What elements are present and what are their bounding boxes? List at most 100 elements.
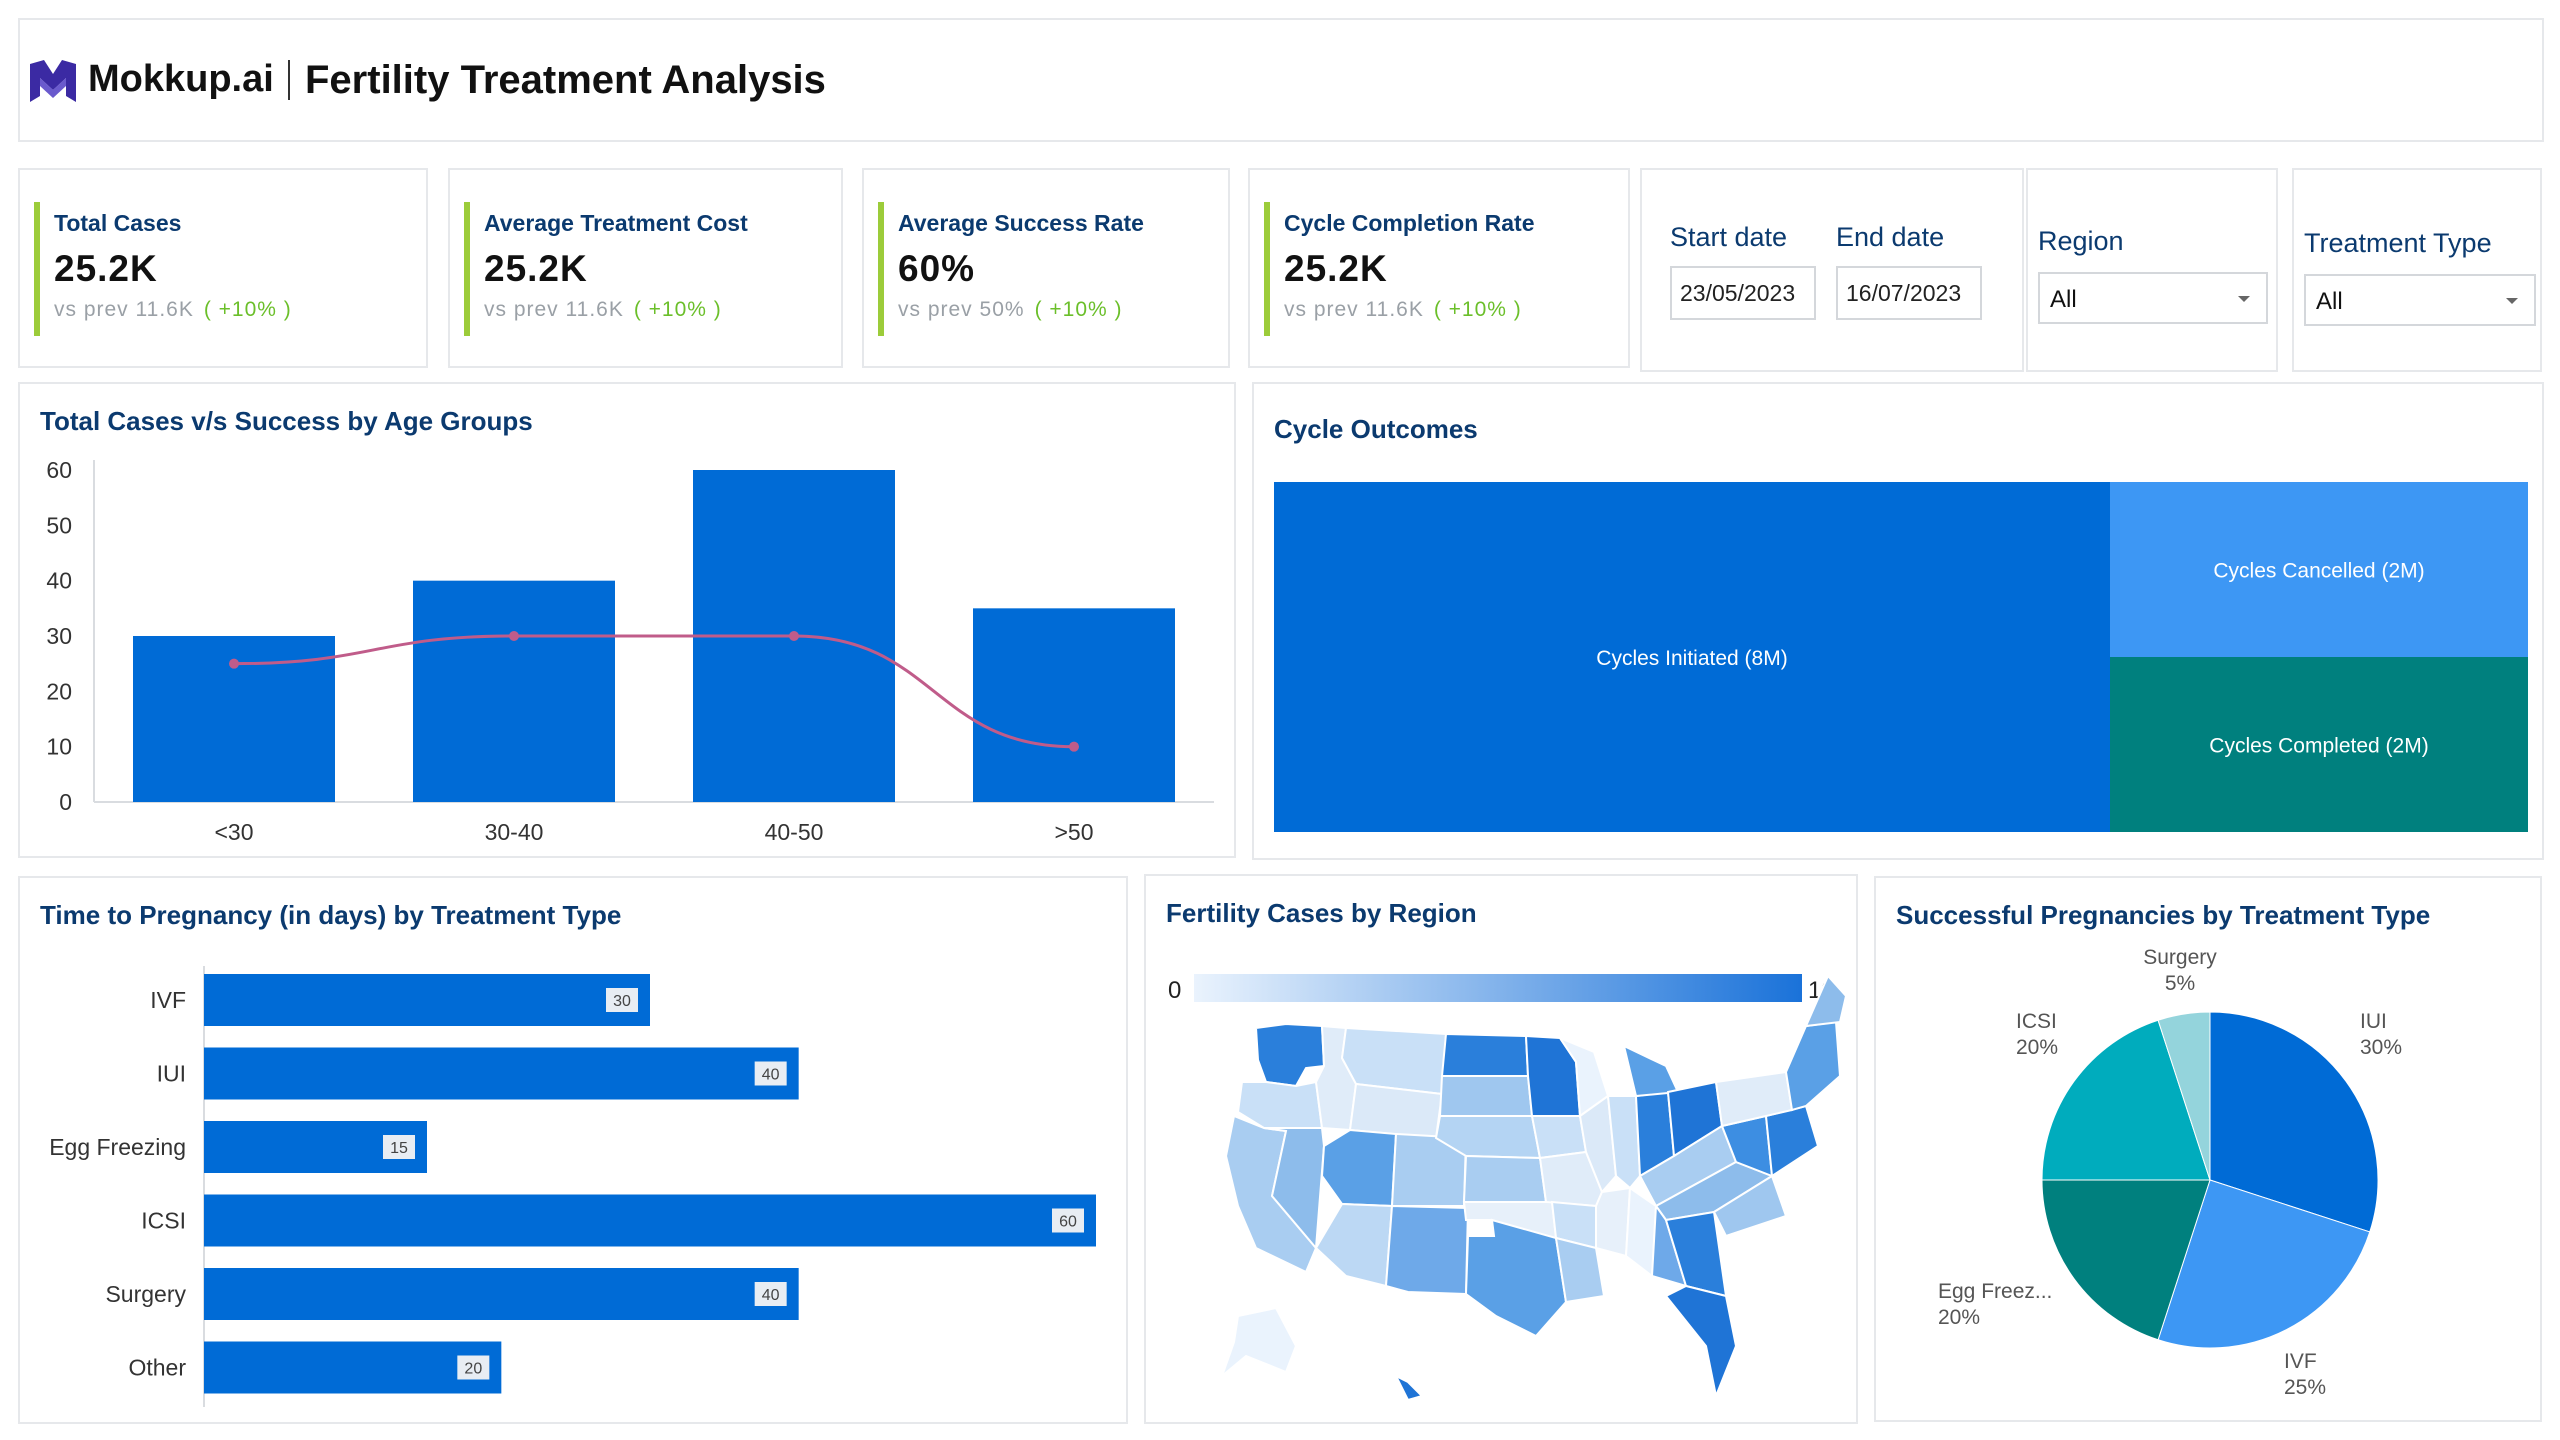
kpi-accent-bar (878, 202, 884, 336)
kpi-previous: vs prev 50% ( +10% ) (898, 298, 1123, 322)
x-tick-label: 30-40 (485, 819, 544, 845)
pie-label-name: IVF (2284, 1350, 2317, 1373)
category-label: IUI (157, 1061, 186, 1087)
kpi-change: ( +10% ) (633, 298, 722, 321)
chevron-down-icon (2238, 296, 2250, 302)
kpi-previous: vs prev 11.6K ( +10% ) (54, 298, 292, 322)
category-label: Egg Freezing (49, 1134, 186, 1160)
treemap-cell (1274, 482, 2110, 832)
y-tick-label: 20 (46, 678, 72, 704)
success-point (789, 631, 799, 641)
category-label: IVF (150, 987, 186, 1013)
data-label-bg (457, 1355, 490, 1380)
treemap-label: Cycles Cancelled (2M) (2213, 560, 2424, 583)
kpi-accent-bar (34, 202, 40, 336)
x-tick-label: <30 (214, 819, 253, 845)
kpi-previous: vs prev 11.6K ( +10% ) (484, 298, 722, 322)
kpi-accent-bar (1264, 202, 1270, 336)
chart-title: Total Cases v/s Success by Age Groups (40, 406, 533, 436)
pregnancies-pie-chart: IUI 30% IVF 25% Egg Freez... 20% ICSI 20% Surger… (1938, 946, 2402, 1399)
scale-min-label: 0 (1168, 977, 1181, 1004)
treatment-filter-panel: Treatment Type All (2292, 168, 2542, 372)
kpi-prev-text: vs prev 11.6K (484, 298, 624, 321)
kpi-prev-text: vs prev 11.6K (1284, 298, 1424, 321)
kpi-value: 60% (898, 248, 976, 289)
kpi-previous: vs prev 11.6K ( +10% ) (1284, 298, 1522, 322)
header-divider (288, 60, 290, 100)
kpi-value: 25.2K (54, 248, 158, 289)
kpi-card-cycle-completion-rate: Cycle Completion Rate 25.2K vs prev 11.6… (1248, 168, 1630, 368)
pie-label-name: Surgery (2143, 946, 2217, 969)
data-label: 20 (464, 1361, 482, 1378)
kpi-label: Average Treatment Cost (484, 210, 748, 236)
pie-slice-icsi (2041, 1019, 2211, 1181)
success-point (1069, 741, 1079, 752)
bar->50 (973, 608, 1175, 802)
treatment-selected-value: All (2316, 288, 2343, 315)
success-line (233, 634, 1075, 749)
y-tick-label: 30 (46, 623, 72, 649)
chevron-down-icon (2506, 298, 2518, 304)
data-label: 40 (762, 1287, 780, 1304)
data-label-bg (1052, 1208, 1084, 1233)
age-groups-chart: 0 10 20 30 40 50 60 <30 30-40 40-50 >50 (46, 457, 1214, 845)
age-groups-chart-panel: Total Cases v/s Success by Age Groups 0 1… (18, 382, 1236, 858)
kpi-value: 25.2K (1284, 248, 1388, 289)
y-tick-label: 0 (59, 789, 72, 815)
kpi-card-avg-success-rate: Average Success Rate 60% vs prev 50% ( +1… (862, 168, 1230, 368)
kpi-prev-text: vs prev 50% (898, 298, 1025, 321)
chart-title: Successful Pregnancies by Treatment Type (1896, 900, 2431, 930)
kpi-prev-text: vs prev 11.6K (54, 298, 194, 321)
bar-icsi (204, 1194, 1096, 1247)
data-label: 40 (762, 1067, 780, 1084)
data-label-bg (606, 988, 638, 1012)
y-tick-label: 10 (46, 734, 72, 760)
category-label: Surgery (105, 1281, 186, 1307)
kpi-card-avg-treatment-cost: Average Treatment Cost 25.2K vs prev 11.… (448, 168, 843, 368)
data-label: 60 (1059, 1214, 1077, 1231)
time-to-pregnancy-chart: IVF 30 IUI 40 Egg Freezing 15 ICSI 60 Surgery 40 O… (49, 966, 1096, 1407)
treatment-type-label: Treatment Type (2304, 228, 2492, 258)
treatment-type-select[interactable]: All (2304, 274, 2536, 326)
pie-slice-ivf (2157, 1179, 2371, 1349)
cycle-outcomes-treemap: Cycles Initiated (8M) Cycles Cancelled (2… (1274, 482, 2528, 832)
bar-other (204, 1341, 502, 1394)
kpi-accent-bar (464, 202, 470, 336)
region-label: Region (2038, 226, 2124, 256)
date-filter-panel: Start date End date 23/05/2023 16/07/202… (1640, 168, 2024, 372)
data-label: 15 (390, 1140, 408, 1157)
pie-label-pct: 20% (1938, 1306, 1980, 1329)
header-bar: Mokkup.ai Fertility Treatment Analysis (18, 18, 2544, 142)
data-label-bg (383, 1135, 415, 1159)
treemap-cell (2110, 482, 2528, 657)
kpi-card-total-cases: Total Cases 25.2K vs prev 11.6K ( +10% ) (18, 168, 428, 368)
success-point (509, 631, 519, 641)
category-label: Other (128, 1355, 186, 1381)
color-scale-bar (1194, 974, 1802, 1002)
data-label-bg (754, 1061, 787, 1086)
bar-iui (204, 1047, 799, 1100)
kpi-change: ( +10% ) (1433, 298, 1522, 321)
end-date-input[interactable]: 16/07/2023 (1836, 266, 1982, 320)
region-select[interactable]: All (2038, 272, 2268, 324)
kpi-value: 25.2K (484, 248, 588, 289)
y-tick-label: 40 (46, 568, 72, 594)
pie-label-name: IUI (2360, 1010, 2387, 1033)
bar-surgery (204, 1268, 799, 1320)
us-map-icon (1219, 974, 1848, 1402)
pie-label-pct: 5% (2165, 972, 2195, 995)
category-label: ICSI (141, 1208, 186, 1234)
pie-label-pct: 30% (2360, 1036, 2402, 1059)
end-date-label: End date (1836, 222, 1945, 252)
x-tick-label: >50 (1054, 819, 1093, 845)
fertility-map-panel: Fertility Cases by Region 0 10 (1144, 874, 1858, 1424)
treemap-label: Cycles Completed (2M) (2209, 735, 2428, 758)
region-choropleth-map: 0 10 (1168, 974, 1848, 1402)
bar-30-40 (413, 580, 615, 802)
page-title: Fertility Treatment Analysis (305, 58, 826, 102)
mokkup-logo-icon (30, 60, 76, 102)
kpi-label: Cycle Completion Rate (1284, 210, 1535, 236)
pie-label-pct: 20% (2016, 1036, 2058, 1059)
kpi-change: ( +10% ) (1034, 298, 1123, 321)
start-date-input[interactable]: 23/05/2023 (1670, 266, 1816, 320)
